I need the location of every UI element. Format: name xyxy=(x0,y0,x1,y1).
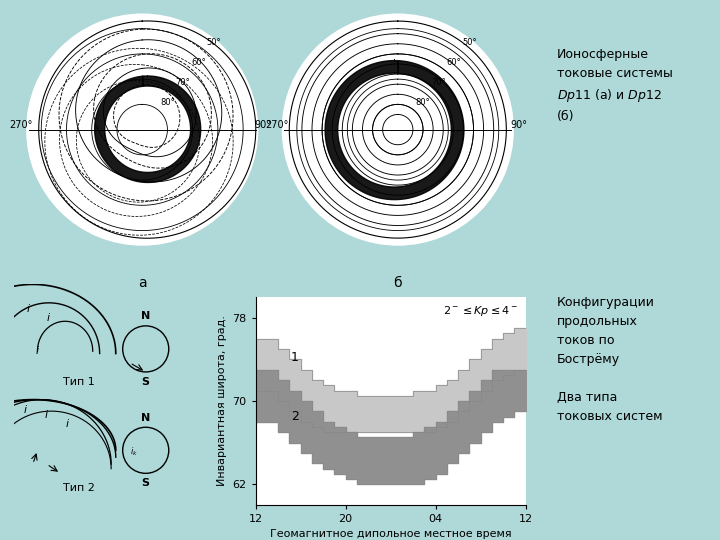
Text: $i$: $i$ xyxy=(47,311,51,323)
Text: 1: 1 xyxy=(291,351,299,364)
Text: Конфигурации
продольных
токов по
Бострёму

Два типа
токовых систем: Конфигурации продольных токов по Бострём… xyxy=(557,296,663,423)
Text: а: а xyxy=(138,276,146,290)
Text: 2: 2 xyxy=(291,410,299,423)
Text: Тип 1: Тип 1 xyxy=(63,376,95,387)
Text: $i$: $i$ xyxy=(44,408,49,420)
Text: 90°: 90° xyxy=(255,119,272,130)
Text: 60°: 60° xyxy=(191,58,206,67)
Text: $2^- \leq Kp \leq 4^-$: $2^- \leq Kp \leq 4^-$ xyxy=(443,304,518,318)
Text: 50°: 50° xyxy=(207,38,221,47)
Text: 270°: 270° xyxy=(9,119,32,130)
Text: 70°: 70° xyxy=(176,78,190,87)
Text: 50°: 50° xyxy=(462,38,477,47)
Text: Ионосферные
токовые системы
$Dp$11 (а) и $Dp$12
(б): Ионосферные токовые системы $Dp$11 (а) и… xyxy=(557,48,673,123)
Text: 70°: 70° xyxy=(431,78,446,87)
Text: $i$: $i$ xyxy=(35,343,40,355)
Text: б: б xyxy=(394,276,402,290)
Y-axis label: Инвариантная широта, град.: Инвариантная широта, град. xyxy=(217,315,227,487)
Text: S: S xyxy=(142,376,150,387)
Text: Тип 2: Тип 2 xyxy=(63,483,95,492)
Text: $i_k$: $i_k$ xyxy=(130,446,138,458)
Text: 80°: 80° xyxy=(415,98,431,107)
Text: 60°: 60° xyxy=(446,58,462,67)
Text: S: S xyxy=(142,478,150,488)
Text: N: N xyxy=(141,311,150,321)
Text: N: N xyxy=(141,413,150,423)
Text: 270°: 270° xyxy=(265,119,288,130)
Text: $i$: $i$ xyxy=(24,403,28,415)
X-axis label: Геомагнитное дипольное местное время: Геомагнитное дипольное местное время xyxy=(270,530,511,539)
Text: 80°: 80° xyxy=(160,98,175,107)
Text: $i$: $i$ xyxy=(65,417,70,429)
Text: 90°: 90° xyxy=(510,119,528,130)
Text: $i$: $i$ xyxy=(26,302,31,314)
